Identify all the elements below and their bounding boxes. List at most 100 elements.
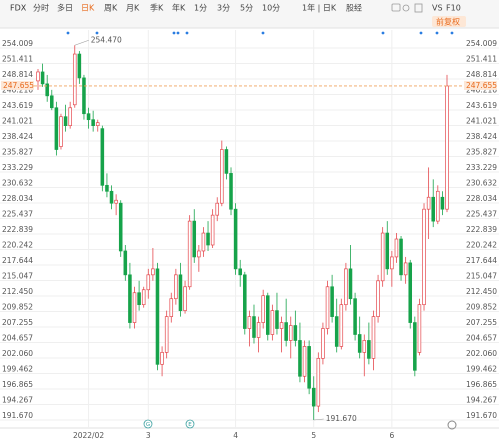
- candle-body: [298, 340, 302, 377]
- y-tick-label: 199.462: [2, 365, 33, 374]
- last-price-label: 247.655: [3, 81, 34, 90]
- candle-body: [201, 232, 206, 252]
- candle-body: [243, 274, 247, 329]
- candle-body: [224, 149, 229, 174]
- x-tick-label: 3: [146, 431, 151, 440]
- event-icon-label: G: [146, 422, 150, 428]
- candle-body: [266, 295, 270, 335]
- candle-body: [197, 250, 201, 258]
- last-price-bg: [1, 80, 34, 90]
- y-tick-label-right: 251.411: [466, 55, 497, 64]
- candle-body: [178, 274, 183, 311]
- y-tick-label-right: 233.229: [466, 163, 497, 172]
- tab[interactable]: 月K: [126, 4, 140, 13]
- y-tick-label-right: 209.852: [466, 303, 497, 312]
- candle-body: [417, 304, 422, 353]
- y-tick-label: 233.229: [2, 163, 33, 172]
- candle-body: [394, 238, 399, 258]
- y-tick-label: 243.619: [2, 101, 33, 110]
- y-tick-label: 220.242: [2, 241, 33, 250]
- compare-button[interactable]: VS: [432, 4, 443, 13]
- candle-body: [307, 346, 311, 389]
- candle-body: [151, 268, 155, 276]
- tab[interactable]: 日K: [81, 4, 95, 13]
- candle-body: [72, 53, 77, 106]
- tab[interactable]: 10分: [262, 4, 280, 13]
- candle-body: [40, 71, 45, 85]
- candle-body: [275, 310, 279, 329]
- toolbar-bg: [0, 0, 499, 28]
- f10-button[interactable]: F10: [446, 4, 461, 13]
- candle-body: [380, 232, 385, 282]
- y-tick-label-right: 230.632: [466, 179, 497, 188]
- candle-body: [403, 262, 408, 276]
- tab[interactable]: 1分: [194, 4, 207, 13]
- y-tick-label: 209.852: [2, 303, 33, 312]
- tab[interactable]: 分时: [33, 3, 49, 13]
- candle-body: [95, 122, 100, 127]
- candle-body: [302, 346, 307, 377]
- tab[interactable]: 3分: [217, 4, 230, 13]
- candle-body: [164, 316, 169, 353]
- y-tick-label-right: 243.619: [466, 101, 497, 110]
- candle-body: [105, 184, 109, 192]
- candle-body: [330, 286, 334, 317]
- adjust-button[interactable]: 前复权: [436, 17, 460, 27]
- event-icon[interactable]: [143, 419, 153, 429]
- candle-body: [100, 128, 105, 186]
- tab[interactable]: 多日: [57, 3, 73, 13]
- candle-body: [426, 196, 431, 210]
- candle-body: [229, 173, 233, 210]
- more-icon[interactable]: [447, 420, 457, 430]
- candle-body: [284, 322, 288, 341]
- y-tick-label-right: 212.450: [466, 287, 497, 296]
- candle-body: [146, 274, 151, 291]
- event-icon[interactable]: [185, 419, 195, 429]
- candle-body: [86, 113, 91, 121]
- candle-body: [77, 53, 82, 79]
- candle-body: [54, 107, 59, 150]
- candle-body: [123, 250, 128, 276]
- candle-body: [357, 334, 362, 353]
- y-tick-label: 202.060: [2, 349, 33, 358]
- candle-body: [445, 85, 449, 210]
- candle-body: [50, 95, 54, 109]
- candle-body: [187, 220, 192, 288]
- tab[interactable]: 年K: [172, 3, 186, 13]
- symbol: FDX: [10, 4, 27, 13]
- candle-body: [132, 292, 137, 323]
- candle-body: [137, 292, 141, 306]
- y-tick-label: 196.865: [2, 380, 33, 389]
- y-tick-label: 207.255: [2, 318, 33, 327]
- candle-body: [63, 116, 68, 127]
- y-tick-label: 254.009: [2, 39, 33, 48]
- range-selector[interactable]: 1年 | 日K: [302, 3, 337, 13]
- last-price-bg: [464, 80, 497, 90]
- candle-body: [376, 280, 380, 317]
- y-tick-label: 204.657: [2, 334, 33, 343]
- tab[interactable]: 周K: [104, 4, 118, 13]
- y-tick-label-right: 202.060: [466, 349, 497, 358]
- candle-body: [436, 190, 440, 222]
- y-tick-label-right: 215.047: [466, 272, 497, 281]
- tab[interactable]: 季K: [150, 3, 164, 13]
- y-tick-label-right: 204.657: [466, 334, 497, 343]
- y-tick-label-right: 235.827: [466, 148, 497, 157]
- candle-body: [385, 232, 390, 270]
- y-tick-label-right: 196.865: [466, 380, 497, 389]
- candle-body: [128, 274, 132, 323]
- y-tick-label-right: 222.839: [466, 225, 497, 234]
- indicator-selector[interactable]: 股经: [346, 3, 362, 13]
- candle-body: [348, 268, 353, 300]
- y-tick-label-right: 217.644: [466, 256, 497, 265]
- y-tick-label: 251.411: [2, 55, 33, 64]
- candle-body: [233, 208, 238, 270]
- candle-body: [109, 190, 114, 204]
- y-tick-label: 235.827: [2, 148, 33, 157]
- y-tick-label: 212.450: [2, 287, 33, 296]
- candle-body: [45, 83, 49, 97]
- candle-body: [408, 262, 413, 323]
- candle-body: [390, 256, 394, 270]
- tab[interactable]: 5分: [240, 4, 253, 13]
- candle-body: [431, 196, 435, 222]
